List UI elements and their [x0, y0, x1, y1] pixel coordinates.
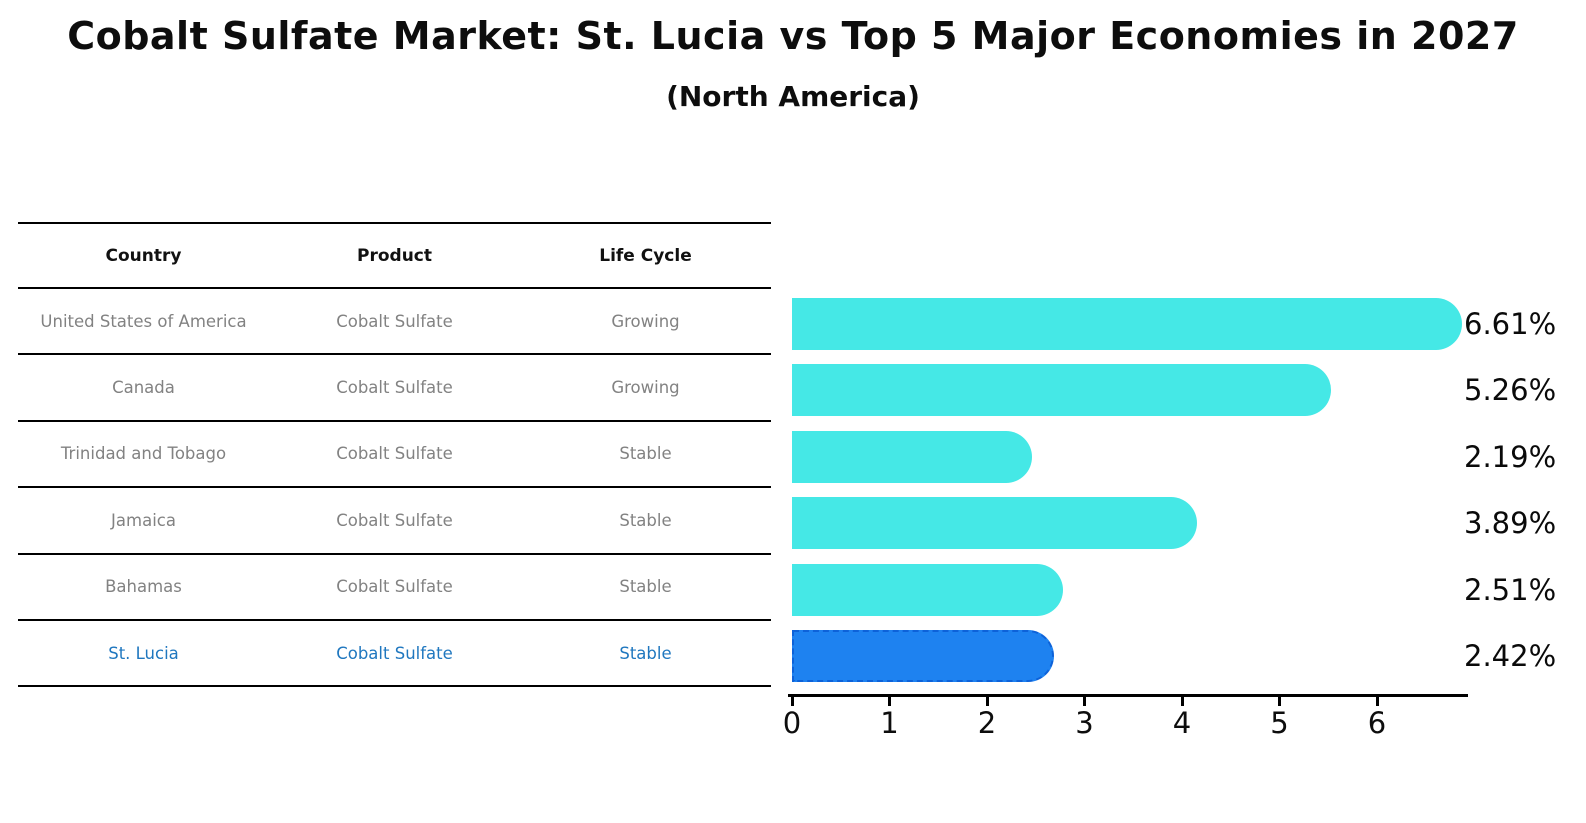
bar-value-label-jamaica: 3.89%	[1464, 506, 1557, 541]
x-axis-tick-label-6: 6	[1367, 706, 1387, 740]
life-cycle-cell: Stable	[619, 643, 672, 663]
x-axis-tick-label-4: 4	[1172, 706, 1192, 740]
bar-jamaica	[792, 497, 1198, 550]
life-cycle-cell: Stable	[619, 577, 672, 597]
x-axis-tick-label-1: 1	[880, 706, 899, 740]
x-axis-tick-6	[1375, 696, 1379, 706]
bar-canada	[792, 364, 1331, 417]
life-cycle-cell: Growing	[611, 311, 680, 331]
x-axis-tick-1	[888, 696, 891, 706]
column-header-life-cycle: Life Cycle	[599, 245, 692, 266]
product-cell: Cobalt Sulfate	[336, 444, 453, 464]
product-cell: Cobalt Sulfate	[336, 378, 453, 398]
x-axis-tick-label-5: 5	[1270, 706, 1289, 740]
life-cycle-cell: Growing	[611, 378, 680, 398]
country-table: Country Product Life Cycle United States…	[18, 222, 771, 688]
chart-subtitle: (North America)	[666, 80, 920, 113]
country-cell: United States of America	[40, 311, 247, 331]
life-cycle-cell: Stable	[619, 510, 672, 530]
bar-st-lucia	[792, 630, 1054, 682]
bar-value-label-st-lucia: 2.42%	[1464, 639, 1557, 673]
country-cell: Jamaica	[111, 510, 176, 530]
x-axis-tick-label-2: 2	[977, 706, 997, 740]
bar-value-label-united-states-of-america: 6.61%	[1464, 307, 1557, 341]
table-row-st-lucia: St. Lucia Cobalt Sulfate Stable	[18, 621, 771, 688]
life-cycle-cell: Stable	[619, 444, 672, 464]
x-axis-tick-label-0: 0	[782, 706, 802, 740]
table-row-canada: Canada Cobalt Sulfate Growing	[18, 355, 771, 422]
x-axis-tick-5	[1278, 696, 1281, 706]
table-row-trinidad-and-tobago: Trinidad and Tobago Cobalt Sulfate Stable	[18, 422, 771, 489]
country-cell: Trinidad and Tobago	[60, 444, 227, 464]
bar-bahamas	[792, 563, 1063, 616]
country-cell: Canada	[112, 378, 175, 398]
x-axis-tick-label-3: 3	[1075, 706, 1094, 740]
x-axis-tick-3	[1083, 696, 1086, 706]
table-row-united-states-of-america: United States of America Cobalt Sulfate Gr…	[18, 289, 771, 356]
column-header-product: Product	[357, 245, 432, 266]
country-cell: Bahamas	[105, 577, 182, 597]
x-axis-tick-2	[985, 696, 989, 706]
bar-trinidad-and-tobago	[792, 430, 1032, 483]
column-header-country: Country	[105, 245, 182, 266]
product-cell: Cobalt Sulfate	[336, 311, 453, 331]
country-cell: St. Lucia	[108, 643, 179, 663]
chart-title: Cobalt Sulfate Market: St. Lucia vs Top …	[67, 14, 1519, 58]
bar-united-states-of-america	[792, 298, 1463, 350]
x-axis-line	[788, 693, 1468, 697]
bar-value-label-canada: 5.26%	[1464, 373, 1557, 408]
x-axis-tick-4	[1180, 696, 1184, 706]
bar-value-label-bahamas: 2.51%	[1464, 572, 1557, 607]
bar-value-label-trinidad-and-tobago: 2.19%	[1464, 439, 1557, 474]
product-cell: Cobalt Sulfate	[336, 577, 453, 597]
table-header-row: Country Product Life Cycle	[18, 222, 771, 289]
x-axis-tick-0	[790, 696, 794, 706]
table-body: United States of America Cobalt Sulfate Gr…	[18, 289, 771, 688]
table-row-bahamas: Bahamas Cobalt Sulfate Stable	[18, 555, 771, 621]
table-row-jamaica: Jamaica Cobalt Sulfate Stable	[18, 488, 771, 555]
product-cell: Cobalt Sulfate	[336, 510, 453, 530]
bar-chart-plot-area: 6.61% 5.26% 2.19% 3.89% 2.51% 2.42% 0 1 2 3 4 5 6	[783, 222, 1586, 782]
product-cell: Cobalt Sulfate	[336, 643, 453, 663]
